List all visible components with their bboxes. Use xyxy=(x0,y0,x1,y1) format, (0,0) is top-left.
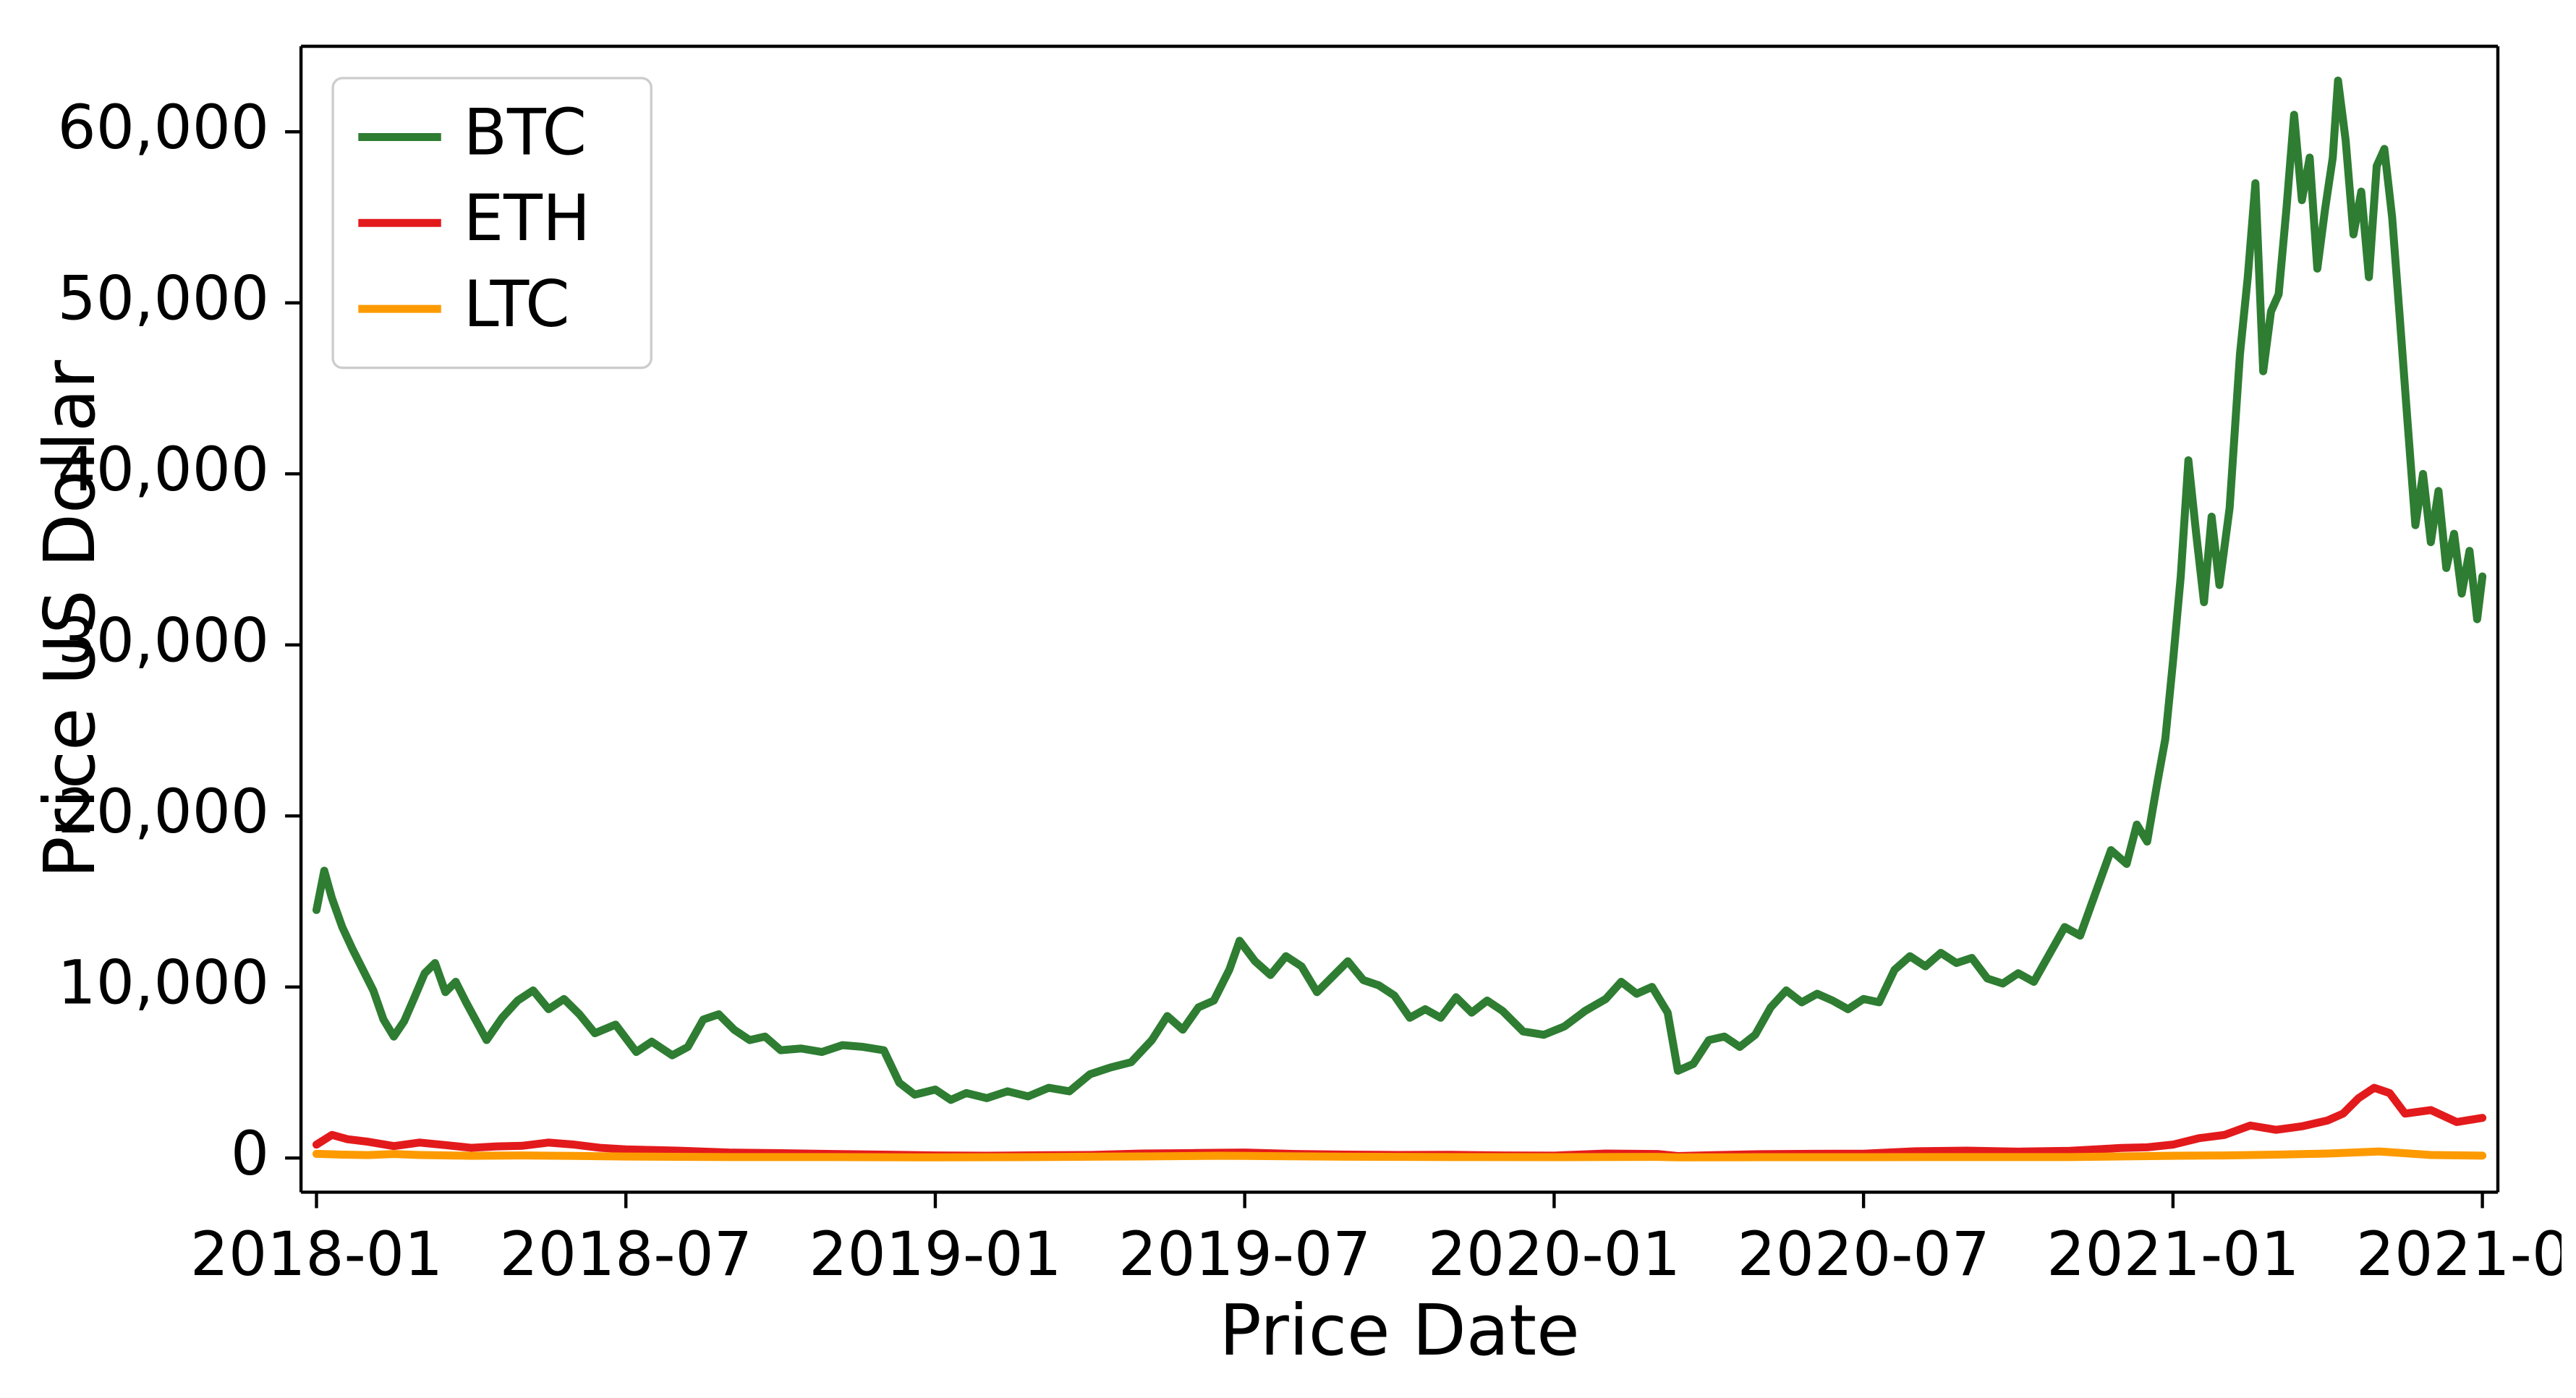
y-tick-label: 10,000 xyxy=(58,947,270,1018)
chart-svg: 010,00020,00030,00040,00050,00060,000201… xyxy=(14,14,2562,1384)
x-tick-label: 2021-07 xyxy=(2356,1219,2562,1290)
crypto-price-chart: 010,00020,00030,00040,00050,00060,000201… xyxy=(0,0,2576,1398)
x-tick-label: 2020-07 xyxy=(1737,1219,1989,1290)
y-tick-label: 50,000 xyxy=(58,263,270,334)
x-tick-label: 2019-01 xyxy=(809,1219,1061,1290)
x-tick-label: 2020-01 xyxy=(1428,1219,1680,1290)
legend-label: BTC xyxy=(464,95,587,169)
legend-label: ETH xyxy=(464,181,591,255)
x-tick-label: 2021-01 xyxy=(2046,1219,2299,1290)
y-tick-label: 0 xyxy=(231,1118,269,1189)
y-axis-label: Price US Dollar xyxy=(29,360,111,879)
x-tick-label: 2018-01 xyxy=(190,1219,443,1290)
x-axis-label: Price Date xyxy=(1219,1290,1579,1371)
x-tick-label: 2018-07 xyxy=(500,1219,752,1290)
legend-label: LTC xyxy=(464,267,570,341)
x-tick-label: 2019-07 xyxy=(1118,1219,1371,1290)
y-tick-label: 60,000 xyxy=(58,92,270,163)
